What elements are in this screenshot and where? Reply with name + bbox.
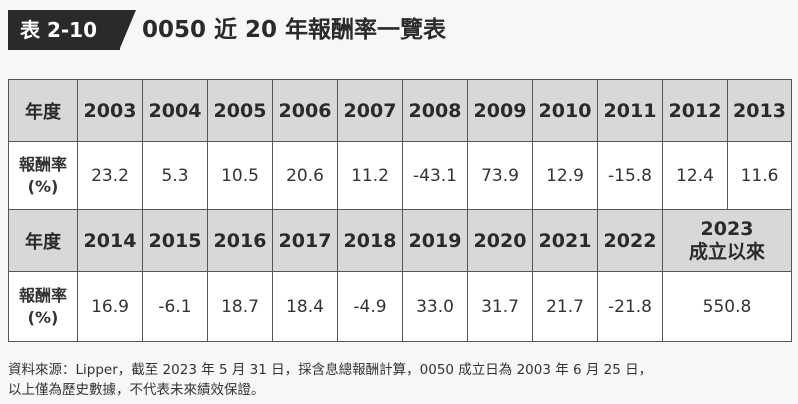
year-cell: 2007 bbox=[337, 79, 403, 142]
return-cell: 20.6 bbox=[272, 141, 338, 210]
return-cell: 18.4 bbox=[272, 271, 338, 342]
return-cell: 33.0 bbox=[402, 271, 468, 342]
year-cell: 2015 bbox=[142, 209, 208, 272]
return-cell: 12.9 bbox=[532, 141, 598, 210]
return-cell: -43.1 bbox=[402, 141, 468, 210]
return-cell: 21.7 bbox=[532, 271, 598, 342]
year-cell: 2013 bbox=[727, 79, 792, 142]
year-cell: 2008 bbox=[402, 79, 468, 142]
return-cell: 16.9 bbox=[77, 271, 143, 342]
year-cell: 2010 bbox=[532, 79, 598, 142]
table-number-label: 表 2-10 bbox=[8, 10, 120, 50]
year-cell: 2022 bbox=[597, 209, 663, 272]
year-cell: 2012 bbox=[662, 79, 728, 142]
label-wedge-decoration bbox=[112, 10, 136, 50]
year-cell: 2017 bbox=[272, 209, 338, 272]
year-row-2: 年度 2014 2015 2016 2017 2018 2019 2020 20… bbox=[8, 209, 792, 272]
year-cell: 2005 bbox=[207, 79, 273, 142]
year-cell: 2019 bbox=[402, 209, 468, 272]
year-header-cell: 年度 bbox=[8, 209, 78, 272]
return-cell: -15.8 bbox=[597, 141, 663, 210]
since-inception-header-cell: 2023 成立以來 bbox=[662, 209, 792, 272]
return-cell: 11.6 bbox=[727, 141, 792, 210]
year-row-1: 年度 2003 2004 2005 2006 2007 2008 2009 20… bbox=[8, 79, 792, 142]
year-cell: 2018 bbox=[337, 209, 403, 272]
return-cell: 11.2 bbox=[337, 141, 403, 210]
source-note-line-1: 資料來源：Lipper，截至 2023 年 5 月 31 日，採含息總報酬計算，… bbox=[8, 362, 653, 378]
returns-table: 年度 2003 2004 2005 2006 2007 2008 2009 20… bbox=[8, 79, 792, 342]
return-header-cell: 報酬率 (%) bbox=[8, 141, 78, 210]
return-row-2: 報酬率 (%) 16.9 -6.1 18.7 18.4 -4.9 33.0 31… bbox=[8, 271, 792, 342]
since-inception-year: 2023 bbox=[700, 217, 754, 240]
year-cell: 2014 bbox=[77, 209, 143, 272]
return-cell: 23.2 bbox=[77, 141, 143, 210]
return-cell: 12.4 bbox=[662, 141, 728, 210]
return-cell: -4.9 bbox=[337, 271, 403, 342]
return-header-cell: 報酬率 (%) bbox=[8, 271, 78, 342]
return-header-unit: (%) bbox=[27, 176, 59, 196]
year-cell: 2003 bbox=[77, 79, 143, 142]
return-header-label: 報酬率 bbox=[18, 285, 67, 305]
return-cell: 73.9 bbox=[467, 141, 533, 210]
return-cell: -21.8 bbox=[597, 271, 663, 342]
year-cell: 2006 bbox=[272, 79, 338, 142]
since-inception-return-cell: 550.8 bbox=[662, 271, 792, 342]
year-cell: 2016 bbox=[207, 209, 273, 272]
return-row-1: 報酬率 (%) 23.2 5.3 10.5 20.6 11.2 -43.1 73… bbox=[8, 141, 792, 210]
return-cell: -6.1 bbox=[142, 271, 208, 342]
return-cell: 5.3 bbox=[142, 141, 208, 210]
since-inception-label: 成立以來 bbox=[688, 240, 765, 263]
year-cell: 2009 bbox=[467, 79, 533, 142]
year-cell: 2020 bbox=[467, 209, 533, 272]
return-header-label: 報酬率 bbox=[18, 154, 67, 174]
return-cell: 31.7 bbox=[467, 271, 533, 342]
return-cell: 18.7 bbox=[207, 271, 273, 342]
year-cell: 2004 bbox=[142, 79, 208, 142]
source-note: 資料來源：Lipper，截至 2023 年 5 月 31 日，採含息總報酬計算，… bbox=[8, 360, 792, 400]
page-title: 0050 近 20 年報酬率一覽表 bbox=[142, 17, 447, 43]
year-header-cell: 年度 bbox=[8, 79, 78, 142]
source-note-line-2: 以上僅為歷史數據，不代表未來績效保證。 bbox=[8, 382, 265, 398]
header: 表 2-10 0050 近 20 年報酬率一覽表 bbox=[0, 0, 798, 60]
year-cell: 2021 bbox=[532, 209, 598, 272]
return-header-unit: (%) bbox=[27, 307, 59, 327]
return-cell: 10.5 bbox=[207, 141, 273, 210]
year-cell: 2011 bbox=[597, 79, 663, 142]
